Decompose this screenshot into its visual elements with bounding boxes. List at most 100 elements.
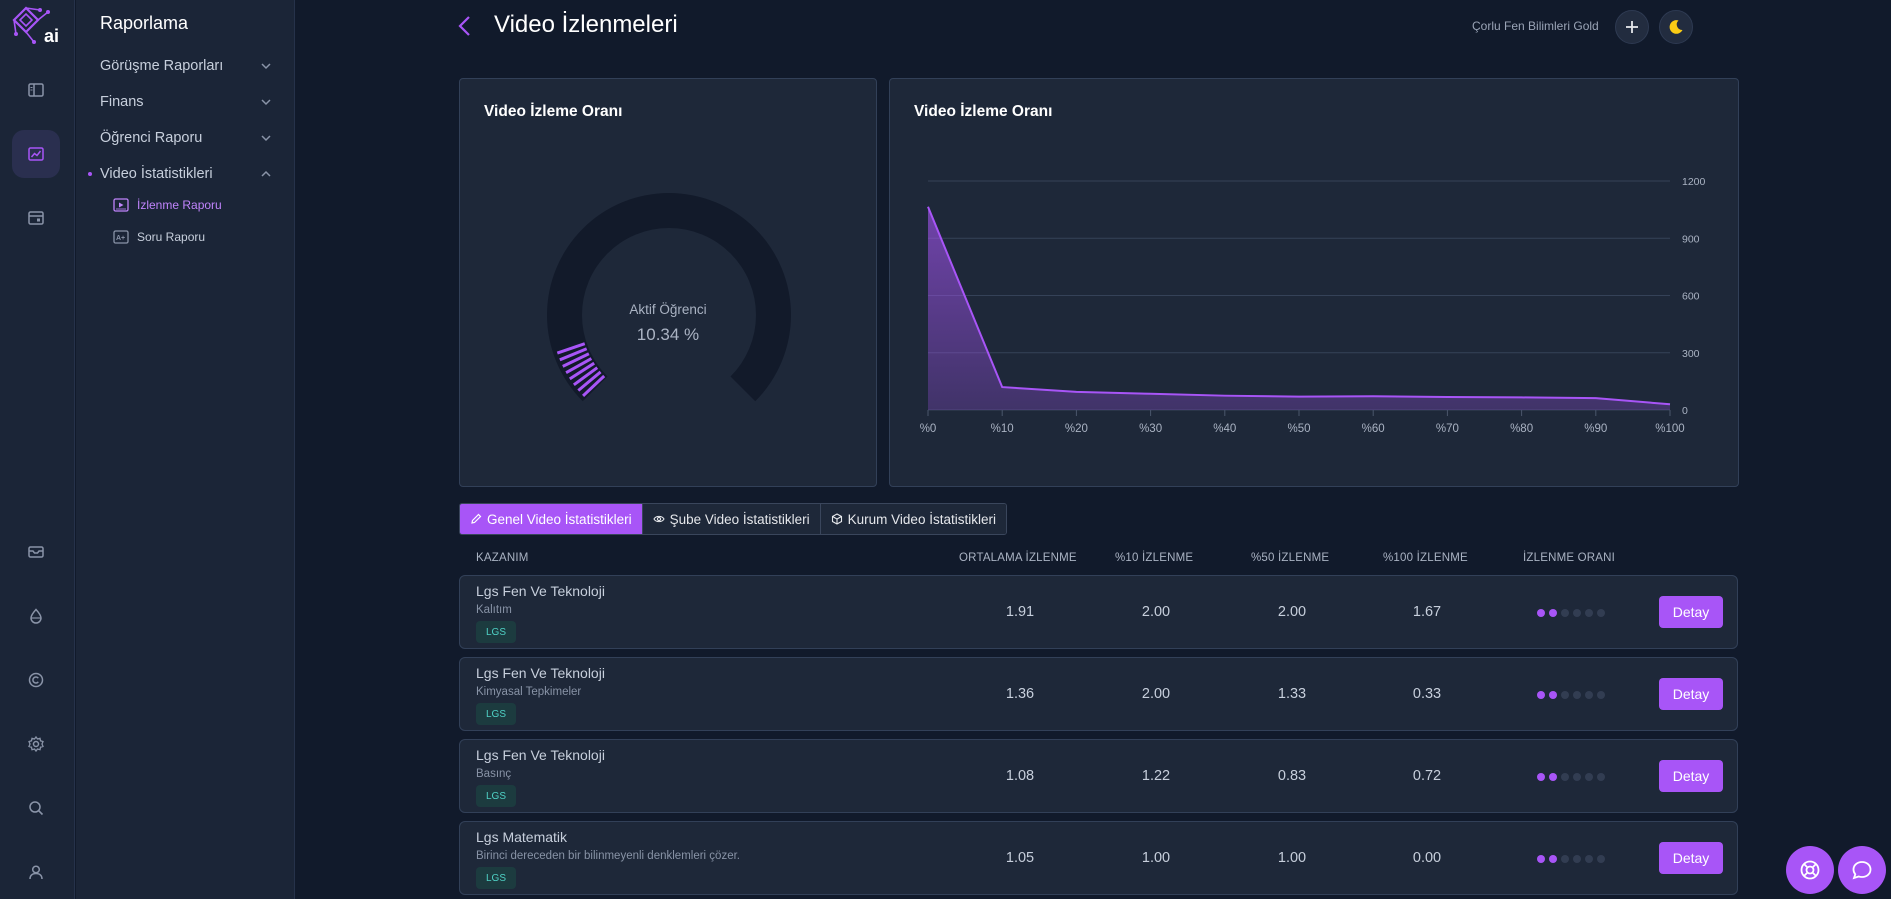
row-p100: 0.72: [1412, 768, 1442, 784]
menu-item-finans[interactable]: Finans: [100, 92, 272, 112]
rail-search-button[interactable]: [12, 784, 60, 832]
area-chart-card: Video İzleme Oranı 0 300 600 900 1200 %0 %10 %2…: [889, 78, 1739, 487]
menu-item-video-istatistikleri[interactable]: Video İstatistikleri: [100, 164, 272, 184]
app-logo[interactable]: ai: [10, 4, 62, 48]
rail-layout-button[interactable]: [12, 66, 60, 114]
row-p50: 0.83: [1277, 768, 1307, 784]
table-row: Lgs Fen Ve Teknoloji Basınç LGS 1.08 1.2…: [459, 739, 1738, 813]
svg-text:A+: A+: [116, 235, 125, 242]
row-avg: 1.36: [1005, 686, 1035, 702]
rating-dot: [1561, 773, 1569, 781]
tab-sube-video-istatistikleri[interactable]: Şube Video İstatistikleri: [642, 504, 821, 534]
gauge-card-title: Video İzleme Oranı: [484, 103, 623, 120]
chart-line-icon: [28, 147, 44, 161]
rail-profile-button[interactable]: [12, 848, 60, 896]
eye-icon: [652, 515, 665, 523]
rating-dot: [1549, 691, 1557, 699]
rating-dot: [1585, 773, 1593, 781]
rail-reports-button[interactable]: [12, 130, 60, 178]
cube-icon: [831, 513, 842, 525]
rail-calendar-button[interactable]: [12, 194, 60, 242]
rail-settings-button[interactable]: [12, 720, 60, 768]
sidebar-title: Raporlama: [100, 13, 189, 33]
x-tick-label: %0: [920, 423, 937, 435]
rating-dot: [1597, 691, 1605, 699]
menu-item-label: Video İstatistikleri: [100, 166, 213, 182]
x-tick-label: %70: [1436, 423, 1459, 435]
add-button[interactable]: [1615, 10, 1649, 44]
detay-button[interactable]: Detay: [1659, 760, 1723, 792]
rail-drop-button[interactable]: [12, 592, 60, 640]
submenu-label: Soru Raporu: [137, 230, 206, 244]
x-tick-label: %60: [1362, 423, 1385, 435]
row-p10: 2.00: [1141, 686, 1171, 702]
table-row: Lgs Matematik Birinci dereceden bir bili…: [459, 821, 1738, 895]
column-header-p10-izlenme: %10 İZLENME: [1115, 552, 1194, 564]
rail-copyright-button[interactable]: [12, 656, 60, 704]
rating-dot: [1573, 855, 1581, 863]
gauge-fill-segment: [572, 366, 599, 387]
rating-dot: [1549, 855, 1557, 863]
gauge-fill-segment: [565, 357, 593, 375]
rating-dot: [1561, 691, 1569, 699]
menu-item-ogrenci-raporu[interactable]: Öğrenci Raporu: [100, 128, 272, 148]
detay-button[interactable]: Detay: [1659, 596, 1723, 628]
row-badge: LGS: [476, 867, 517, 889]
rating-dot: [1537, 773, 1545, 781]
video-icon: [113, 198, 129, 212]
active-indicator-dot: [88, 172, 92, 176]
detay-button[interactable]: Detay: [1659, 842, 1723, 874]
tab-kurum-video-istatistikleri[interactable]: Kurum Video İstatistikleri: [820, 504, 1006, 534]
rail-inbox-button[interactable]: [12, 528, 60, 576]
area-chart: 0 300 600 900 1200 %0 %10 %20 %30 %40 %50 %60 %70 %80…: [920, 176, 1706, 435]
support-button[interactable]: [1786, 846, 1834, 894]
rating-dot: [1561, 609, 1569, 617]
rating-dot: [1585, 691, 1593, 699]
row-p50: 1.33: [1277, 686, 1307, 702]
submenu-izlenme-raporu[interactable]: İzlenme Raporu: [113, 196, 222, 214]
chevron-down-icon: [261, 135, 271, 142]
y-tick-label: 300: [1682, 348, 1700, 360]
x-tick-label: %20: [1065, 423, 1088, 435]
chevron-down-icon: [261, 99, 271, 106]
gauge-label: Aktif Öğrenci: [629, 302, 707, 317]
row-title: Lgs Fen Ve Teknoloji: [476, 747, 605, 763]
menu-item-gorusme-raporlari[interactable]: Görüşme Raporları: [100, 56, 272, 76]
row-p10: 1.22: [1141, 768, 1171, 784]
row-badge: LGS: [476, 703, 517, 725]
column-header-p100-izlenme: %100 İZLENME: [1383, 552, 1468, 564]
y-tick-label: 1200: [1682, 176, 1706, 188]
sidebar-menu: Raporlama Görüşme Raporları Finans Öğren…: [76, 0, 295, 899]
row-title: Lgs Fen Ve Teknoloji: [476, 583, 605, 599]
theme-toggle-button[interactable]: [1659, 10, 1693, 44]
chevron-up-icon: [261, 170, 271, 177]
tab-label: Genel Video İstatistikleri: [487, 511, 632, 527]
gauge-fill-segment: [562, 352, 590, 368]
detay-button[interactable]: Detay: [1659, 678, 1723, 710]
row-title: Lgs Matematik: [476, 829, 568, 845]
gauge-track: [547, 192, 791, 402]
sidebar-layout-icon: [28, 83, 44, 97]
rating-dots: [1537, 855, 1605, 863]
table-row: Lgs Fen Ve Teknoloji Kimyasal Tepkimeler…: [459, 657, 1738, 731]
row-p50: 2.00: [1277, 604, 1307, 620]
menu-item-label: Görüşme Raporları: [100, 58, 224, 74]
column-header-izlenme-orani: İZLENME ORANI: [1523, 552, 1616, 564]
area-chart-title: Video İzleme Oranı: [914, 103, 1053, 120]
row-p50: 1.00: [1277, 850, 1307, 866]
plus-icon: [1626, 21, 1638, 33]
chat-button[interactable]: [1838, 846, 1886, 894]
search-icon: [29, 801, 44, 816]
rating-dot: [1585, 855, 1593, 863]
menu-item-label: Öğrenci Raporu: [100, 130, 203, 146]
gauge-fill-segment: [559, 347, 588, 362]
row-subtitle: Basınç: [476, 768, 512, 780]
rating-dots: [1537, 609, 1605, 617]
tab-genel-video-istatistikleri[interactable]: Genel Video İstatistikleri: [460, 504, 643, 534]
row-subtitle: Birinci dereceden bir bilinmeyenli denkl…: [476, 850, 740, 862]
x-tick-label: %80: [1510, 423, 1533, 435]
gear-icon: [28, 735, 44, 753]
back-arrow-icon[interactable]: [456, 14, 474, 38]
x-tick-label: %50: [1287, 423, 1310, 435]
submenu-soru-raporu[interactable]: A+ Soru Raporu: [113, 228, 205, 246]
